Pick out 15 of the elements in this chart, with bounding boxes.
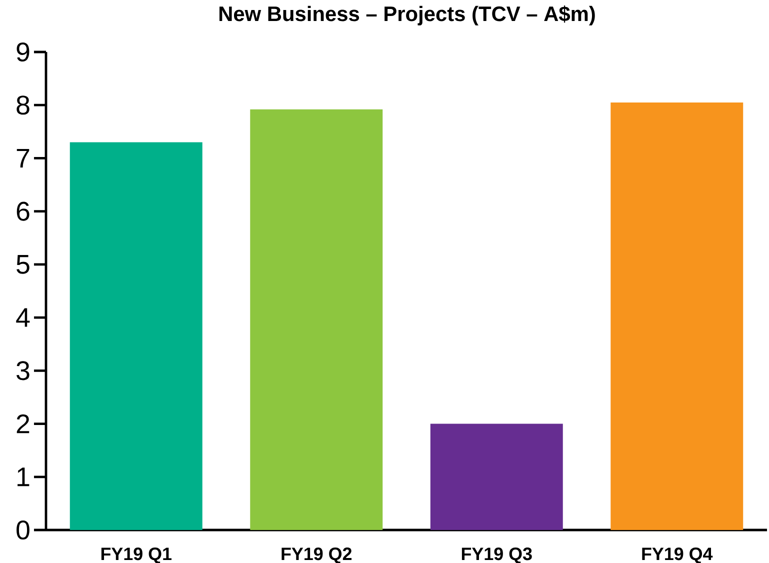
y-tick-label: 8 — [16, 96, 30, 115]
y-tick-label: 2 — [16, 414, 30, 434]
chart-title: New Business – Projects (TCV – A$m) — [219, 6, 595, 26]
y-tick-label: 4 — [16, 308, 30, 327]
bar — [430, 424, 563, 530]
y-tick-label: 7 — [16, 148, 30, 168]
y-tick-label: 5 — [16, 255, 30, 274]
bar — [70, 142, 202, 530]
y-tick-label: 1 — [18, 468, 30, 486]
y-tick-label: 3 — [16, 361, 30, 380]
y-tick-label: 0 — [16, 520, 30, 540]
y-tick-label: 6 — [16, 202, 30, 221]
bar — [250, 109, 383, 530]
bar — [610, 102, 744, 530]
y-tick-label: 9 — [16, 42, 30, 62]
